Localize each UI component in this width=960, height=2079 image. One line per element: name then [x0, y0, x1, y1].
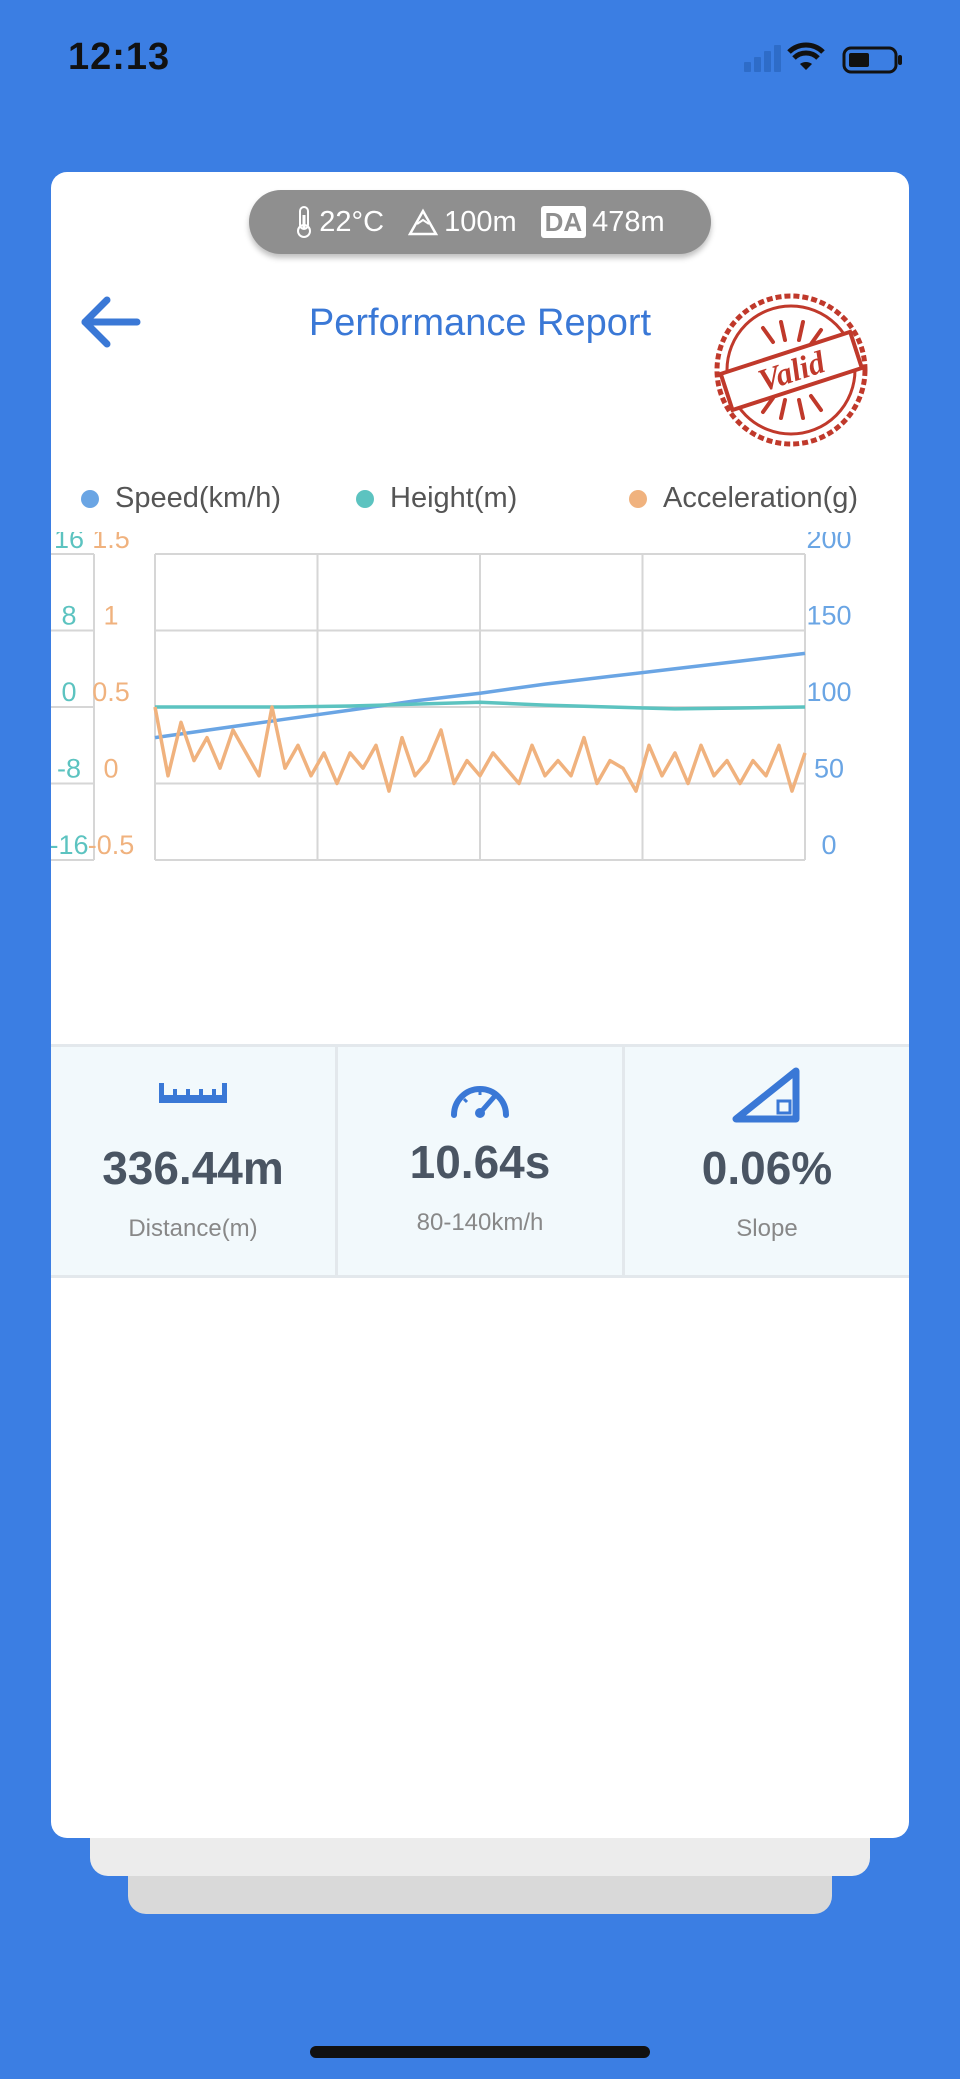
- stat-slope: 0.06% Slope: [625, 1047, 909, 1275]
- stat-distance: 336.44m Distance(m): [51, 1047, 338, 1275]
- density-altitude-value: 478m: [592, 205, 665, 238]
- stat-label: Distance(m): [128, 1215, 258, 1242]
- series-line-height: [155, 700, 806, 711]
- status-time: 12:13: [68, 36, 171, 78]
- ruler-icon: [159, 1083, 227, 1103]
- acceleration-axis-tick-label: 1.5: [92, 532, 130, 554]
- chart-legend: Speed(km/h) Height(m) Acceleration(g): [51, 482, 909, 522]
- legend-dot: [356, 489, 374, 508]
- performance-chart: 16 8 0 -8 -16 1.5 1 0.5 0 -0.5 200 150 100 50 0: [51, 532, 852, 861]
- height-axis-tick-label: -8: [57, 754, 81, 784]
- back-button[interactable]: [71, 282, 151, 362]
- speed-axis-tick-label: 0: [821, 830, 836, 860]
- legend-label: Speed(km/h): [115, 482, 282, 514]
- stat-value: 336.44m: [102, 1142, 284, 1194]
- environment-pill: 22°C 100m DA 478m: [249, 190, 711, 254]
- slope-icon: [732, 1067, 800, 1123]
- stat-value: 0.06%: [701, 1142, 833, 1194]
- signal-icon: [744, 42, 902, 74]
- speed-axis-tick-label: 150: [806, 601, 851, 631]
- acceleration-axis-tick-label: 0: [103, 754, 118, 784]
- legend-dot: [629, 489, 647, 508]
- acceleration-axis-tick-label: 0.5: [92, 677, 130, 707]
- stats-row: 336.44m Distance(m) 10.64s 80-140km/h 0.…: [51, 1044, 909, 1278]
- stat-value: 10.64s: [409, 1136, 551, 1188]
- speedometer-icon: [451, 1086, 509, 1118]
- stat-label: Slope: [736, 1215, 798, 1242]
- home-indicator[interactable]: [310, 2046, 650, 2058]
- height-axis-tick-label: 8: [61, 601, 76, 631]
- density-altitude-item: DA 478m: [540, 205, 665, 239]
- legend-item-acceleration: Acceleration(g): [629, 482, 858, 515]
- legend-label: Height(m): [390, 482, 518, 514]
- speed-axis-tick-label: 100: [806, 677, 851, 707]
- page-title: Performance Report: [308, 302, 652, 344]
- series-line-speed: [154, 651, 806, 740]
- height-axis-tick-label: 16: [54, 532, 84, 554]
- altitude-item: 100m: [408, 206, 517, 239]
- da-badge: DA: [540, 206, 587, 238]
- stat-label: 80-140km/h: [416, 1209, 544, 1236]
- status-bar: 12:13: [0, 0, 960, 120]
- stat-time: 10.64s 80-140km/h: [338, 1047, 625, 1275]
- status-icons: [744, 40, 924, 80]
- speed-axis-tick-label: 50: [814, 754, 844, 784]
- series-line-acceleration: [153, 705, 807, 793]
- thermometer-icon: [297, 206, 312, 238]
- height-axis-tick-label: 0: [61, 677, 76, 707]
- report-card: 22°C 100m DA 478m Performance Report: [51, 172, 909, 1838]
- acceleration-axis-tick-label: -0.5: [88, 830, 135, 860]
- legend-dot: [81, 489, 99, 508]
- temperature-value: 22°C: [319, 205, 385, 238]
- acceleration-axis-tick-label: 1: [103, 601, 118, 631]
- valid-stamp: Valid: [714, 293, 868, 447]
- legend-item-speed: Speed(km/h): [81, 482, 281, 515]
- legend-label: Acceleration(g): [663, 482, 859, 514]
- legend-item-height: Height(m): [356, 482, 517, 515]
- height-axis-tick-label: -16: [51, 830, 89, 860]
- temperature-item: 22°C: [295, 205, 384, 239]
- speed-axis-tick-label: 200: [806, 532, 851, 554]
- arrow-left-icon: [81, 296, 141, 348]
- altitude-value: 100m: [444, 205, 517, 238]
- mountain-icon: [408, 208, 439, 236]
